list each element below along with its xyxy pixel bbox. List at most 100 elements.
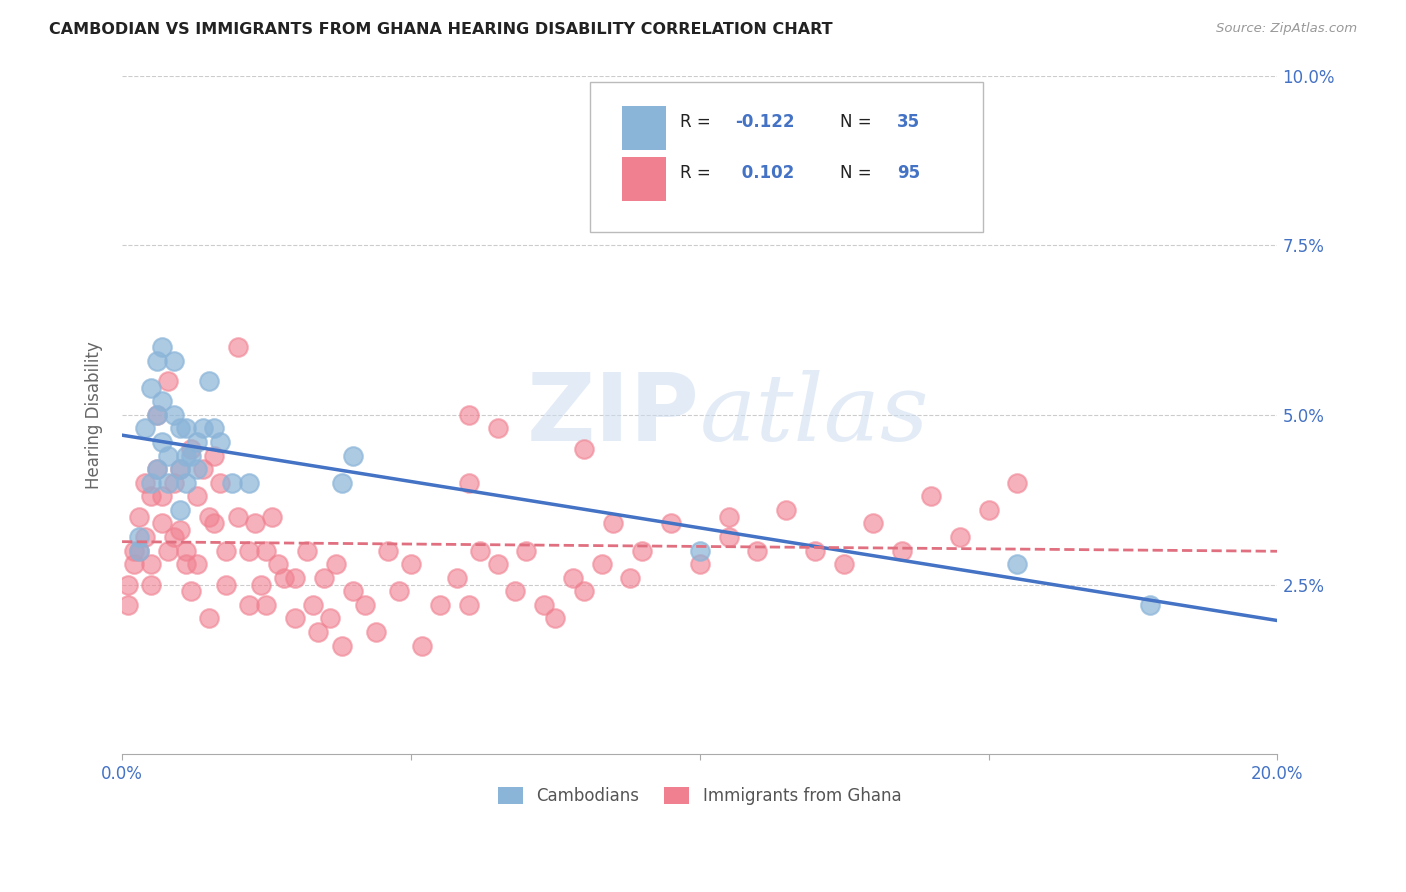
Point: [174, 475, 197, 490]
Point: [949, 530, 972, 544]
Point: [862, 516, 884, 531]
Point: [717, 509, 740, 524]
Point: [139, 489, 162, 503]
Point: [174, 543, 197, 558]
Text: R =: R =: [681, 164, 716, 182]
Point: [197, 611, 219, 625]
Text: -0.122: -0.122: [735, 113, 794, 131]
Text: N =: N =: [839, 164, 876, 182]
Point: [342, 584, 364, 599]
Point: [977, 503, 1000, 517]
Text: 95: 95: [897, 164, 921, 182]
Point: [169, 523, 191, 537]
Point: [308, 625, 330, 640]
Point: [1007, 557, 1029, 571]
Point: [325, 557, 347, 571]
Point: [139, 577, 162, 591]
Point: [238, 475, 260, 490]
Point: [561, 571, 583, 585]
Point: [366, 625, 388, 640]
Point: [145, 353, 167, 368]
Point: [249, 577, 271, 591]
Point: [470, 543, 492, 558]
Point: [186, 435, 208, 450]
Point: [226, 340, 249, 354]
Point: [631, 543, 654, 558]
Point: [145, 462, 167, 476]
Point: [591, 557, 613, 571]
Point: [747, 543, 769, 558]
Text: ZIP: ZIP: [527, 369, 700, 461]
Point: [295, 543, 318, 558]
Point: [215, 577, 238, 591]
Point: [226, 509, 249, 524]
Point: [122, 543, 145, 558]
Text: CAMBODIAN VS IMMIGRANTS FROM GHANA HEARING DISABILITY CORRELATION CHART: CAMBODIAN VS IMMIGRANTS FROM GHANA HEARI…: [49, 22, 832, 37]
Point: [446, 571, 468, 585]
Point: [457, 475, 479, 490]
Point: [152, 435, 174, 450]
Text: Source: ZipAtlas.com: Source: ZipAtlas.com: [1216, 22, 1357, 36]
Point: [128, 530, 150, 544]
Point: [145, 408, 167, 422]
Point: [145, 462, 167, 476]
Point: [139, 557, 162, 571]
Point: [238, 598, 260, 612]
Point: [890, 543, 912, 558]
Point: [486, 557, 509, 571]
Point: [1139, 598, 1161, 612]
Point: [197, 374, 219, 388]
Point: [544, 611, 567, 625]
Point: [262, 509, 284, 524]
Point: [174, 557, 197, 571]
Point: [117, 577, 139, 591]
Point: [128, 543, 150, 558]
Point: [602, 516, 624, 531]
Point: [117, 598, 139, 612]
Point: [186, 489, 208, 503]
Legend: Cambodians, Immigrants from Ghana: Cambodians, Immigrants from Ghana: [489, 779, 910, 814]
Point: [267, 557, 290, 571]
Point: [122, 557, 145, 571]
Point: [180, 442, 202, 456]
Point: [204, 421, 226, 435]
Point: [284, 611, 307, 625]
Point: [572, 584, 595, 599]
Point: [533, 598, 555, 612]
Point: [1007, 475, 1029, 490]
Point: [134, 475, 156, 490]
Point: [399, 557, 422, 571]
Point: [429, 598, 451, 612]
Point: [689, 557, 711, 571]
Point: [157, 475, 180, 490]
Point: [157, 449, 180, 463]
FancyBboxPatch shape: [591, 82, 983, 232]
Point: [157, 374, 180, 388]
Point: [377, 543, 399, 558]
Point: [174, 449, 197, 463]
Point: [134, 530, 156, 544]
FancyBboxPatch shape: [623, 106, 666, 150]
Point: [163, 408, 186, 422]
Point: [128, 509, 150, 524]
Point: [180, 449, 202, 463]
Point: [152, 394, 174, 409]
Point: [804, 543, 827, 558]
Point: [145, 408, 167, 422]
Point: [157, 543, 180, 558]
Point: [221, 475, 243, 490]
Point: [342, 449, 364, 463]
Point: [503, 584, 526, 599]
Point: [169, 462, 191, 476]
Point: [256, 543, 278, 558]
Point: [204, 449, 226, 463]
Text: 0.102: 0.102: [735, 164, 794, 182]
Point: [152, 516, 174, 531]
Point: [238, 543, 260, 558]
Point: [215, 543, 238, 558]
Point: [572, 442, 595, 456]
Point: [163, 530, 186, 544]
Point: [163, 475, 186, 490]
Point: [353, 598, 375, 612]
Point: [191, 462, 214, 476]
